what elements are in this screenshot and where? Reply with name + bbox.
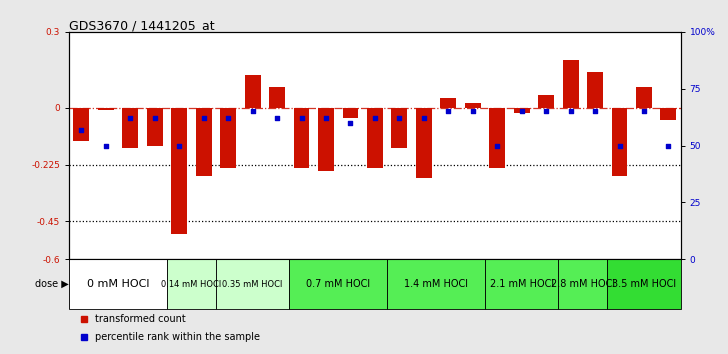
Bar — [563, 60, 579, 108]
Point — [467, 109, 478, 114]
Bar — [318, 108, 334, 171]
Bar — [392, 108, 408, 148]
Text: 0.14 mM HOCl: 0.14 mM HOCl — [162, 280, 221, 289]
Point — [296, 115, 307, 121]
Bar — [171, 108, 187, 234]
Bar — [514, 108, 530, 113]
Point — [540, 109, 552, 114]
Bar — [147, 108, 163, 145]
Text: 0.35 mM HOCl: 0.35 mM HOCl — [223, 280, 282, 289]
Text: dose ▶: dose ▶ — [36, 279, 69, 289]
Bar — [167, 259, 216, 309]
Point — [320, 115, 332, 121]
Bar — [342, 108, 358, 118]
Text: 2.1 mM HOCl: 2.1 mM HOCl — [490, 279, 554, 289]
Bar — [464, 103, 480, 108]
Bar — [74, 108, 90, 141]
Text: transformed count: transformed count — [95, 314, 186, 324]
Point — [272, 115, 283, 121]
Point — [418, 115, 430, 121]
Bar — [269, 87, 285, 108]
Point — [222, 115, 234, 121]
Bar — [660, 108, 676, 120]
Bar — [440, 98, 456, 108]
Point — [565, 109, 577, 114]
Point — [589, 109, 601, 114]
Point — [516, 109, 528, 114]
Bar — [367, 108, 383, 168]
Bar — [558, 259, 607, 309]
Bar — [387, 259, 485, 309]
Bar — [122, 108, 138, 148]
Point — [369, 115, 381, 121]
Text: percentile rank within the sample: percentile rank within the sample — [95, 332, 260, 342]
Point — [198, 115, 210, 121]
Bar — [69, 259, 167, 309]
Point — [173, 143, 185, 148]
Bar — [216, 259, 289, 309]
Point — [614, 143, 625, 148]
Bar — [636, 87, 652, 108]
Point — [76, 127, 87, 132]
Text: 0 mM HOCl: 0 mM HOCl — [87, 279, 149, 289]
Point — [344, 120, 356, 126]
Bar — [612, 108, 628, 176]
Bar — [293, 108, 309, 168]
Bar — [538, 95, 554, 108]
Bar — [485, 259, 558, 309]
Text: GDS3670 / 1441205_at: GDS3670 / 1441205_at — [69, 19, 215, 32]
Point — [124, 115, 136, 121]
Bar — [220, 108, 236, 168]
Bar — [98, 108, 114, 110]
Text: 0.7 mM HOCl: 0.7 mM HOCl — [306, 279, 371, 289]
Point — [443, 109, 454, 114]
Bar — [289, 259, 387, 309]
Bar — [416, 108, 432, 178]
Text: 3.5 mM HOCl: 3.5 mM HOCl — [612, 279, 676, 289]
Point — [247, 109, 258, 114]
Point — [662, 143, 674, 148]
Text: 1.4 mM HOCl: 1.4 mM HOCl — [404, 279, 468, 289]
Bar — [245, 75, 261, 108]
Bar — [587, 72, 603, 108]
Bar — [607, 259, 681, 309]
Bar — [196, 108, 212, 176]
Text: 2.8 mM HOCl: 2.8 mM HOCl — [551, 279, 615, 289]
Point — [100, 143, 111, 148]
Bar — [489, 108, 505, 168]
Point — [491, 143, 503, 148]
Point — [149, 115, 161, 121]
Point — [394, 115, 405, 121]
Point — [638, 109, 650, 114]
